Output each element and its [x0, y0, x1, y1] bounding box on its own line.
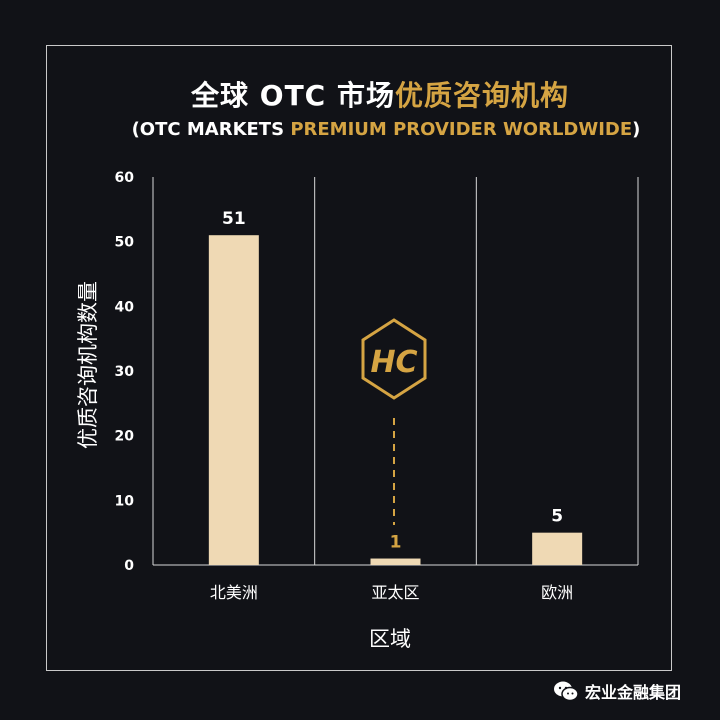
category-label: 北美洲 [210, 583, 258, 602]
category-label: 亚太区 [371, 583, 419, 602]
watermark: 宏业金融集团 [553, 679, 681, 703]
chart-subtitle: (OTC MARKETS PREMIUM PROVIDER WORLDWIDE) [0, 119, 720, 140]
hc-logo-icon: HC [361, 318, 427, 400]
value-label: 5 [551, 507, 563, 527]
category-labels: 北美洲 亚太区 欧洲 [210, 583, 573, 602]
bar [370, 558, 421, 565]
category-label: 欧洲 [541, 583, 573, 602]
bar [208, 235, 259, 565]
y-tick-label: 40 [115, 299, 135, 315]
y-tick-labels: 0 10 20 30 40 50 60 [115, 170, 135, 574]
bars [208, 235, 583, 565]
title-gold: 优质咨询机构 [394, 79, 569, 112]
logo-text: HC [370, 345, 417, 380]
y-tick-label: 10 [115, 493, 135, 509]
subtitle-close: ) [632, 119, 641, 140]
y-axis-label: 优质咨询机构数量 [76, 281, 100, 449]
y-tick-label: 30 [115, 364, 135, 380]
y-tick-label: 20 [115, 429, 135, 445]
value-label: 51 [222, 209, 246, 229]
value-label: 1 [390, 533, 402, 553]
y-tick-label: 0 [124, 558, 134, 574]
y-tick-label: 60 [115, 170, 135, 186]
chart-title: 全球 OTC 市场优质咨询机构 [0, 74, 720, 114]
wechat-icon [554, 681, 579, 702]
title-white: 全球 OTC 市场 [191, 79, 395, 112]
chart-frame [46, 45, 672, 671]
y-tick-label: 50 [115, 235, 135, 251]
value-labels: 51 1 5 [222, 209, 563, 552]
watermark-text: 宏业金融集团 [585, 683, 682, 702]
bar [532, 532, 583, 565]
subtitle-open: (OTC MARKETS [131, 119, 291, 140]
subtitle-gold: PREMIUM PROVIDER WORLDWIDE [290, 119, 633, 140]
x-axis-label: 区域 [369, 627, 411, 651]
